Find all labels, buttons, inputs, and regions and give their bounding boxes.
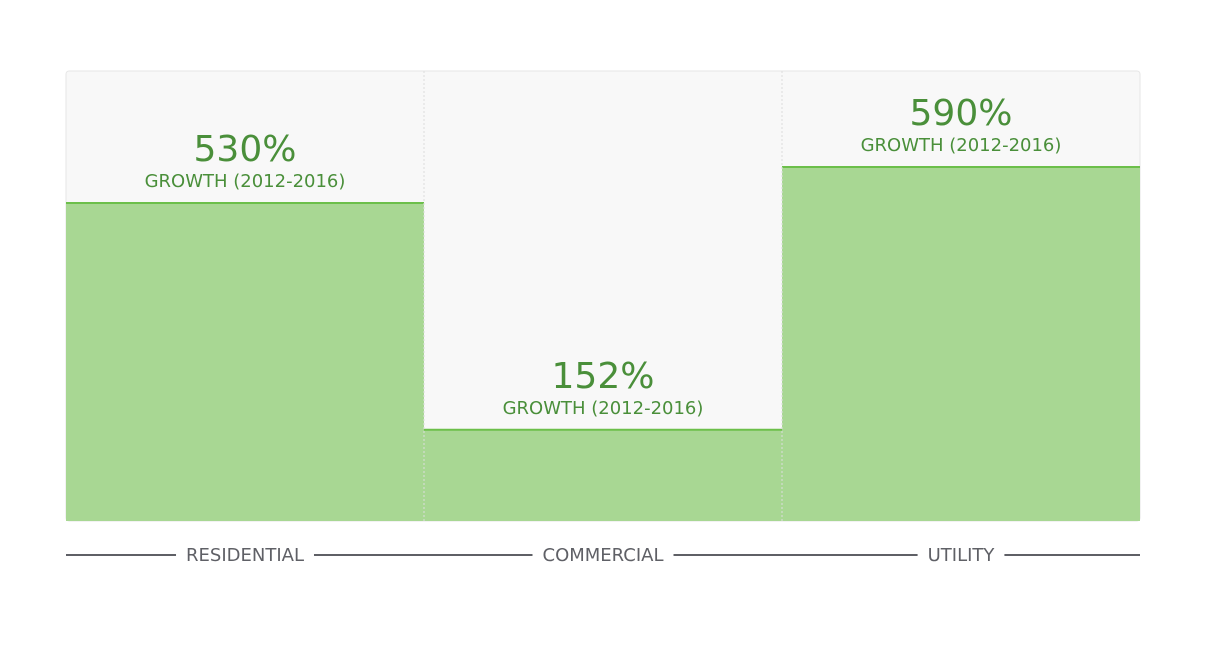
category-label-utility: UTILITY xyxy=(928,545,996,566)
growth-sublabel-utility: GROWTH (2012-2016) xyxy=(861,135,1062,156)
growth-sublabel-residential: GROWTH (2012-2016) xyxy=(145,171,346,192)
category-label-residential: RESIDENTIAL xyxy=(186,545,304,566)
value-label-utility: 590% xyxy=(910,93,1013,134)
category-label-commercial: COMMERCIAL xyxy=(543,545,664,566)
category-axis: RESIDENTIAL COMMERCIAL UTILITY xyxy=(66,545,1140,566)
bar-commercial xyxy=(424,429,782,521)
bar-residential xyxy=(66,203,424,521)
bar-utility xyxy=(782,167,1140,521)
dividers-group xyxy=(423,71,783,521)
growth-sublabel-commercial: GROWTH (2012-2016) xyxy=(503,398,704,419)
value-label-commercial: 152% xyxy=(552,356,655,397)
bars-group xyxy=(66,166,1140,521)
value-label-residential: 530% xyxy=(194,129,297,170)
value-labels-group: 530%GROWTH (2012-2016)152%GROWTH (2012-2… xyxy=(145,93,1062,419)
